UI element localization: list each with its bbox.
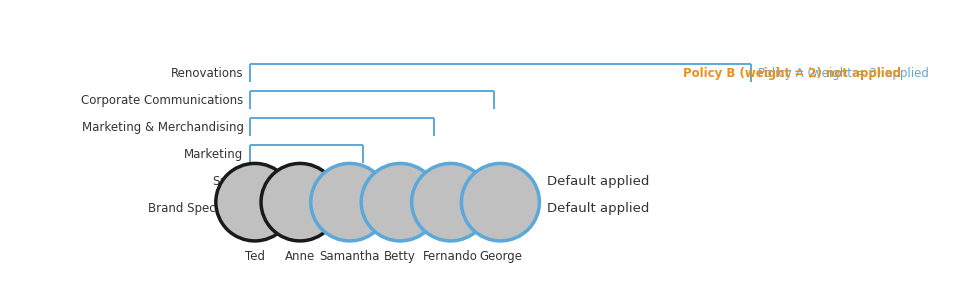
Text: Betty: Betty <box>384 250 416 263</box>
Text: Marketing & Merchandising: Marketing & Merchandising <box>82 120 244 134</box>
Text: Default applied: Default applied <box>547 174 649 188</box>
Text: George: George <box>479 250 522 263</box>
Text: Marketing: Marketing <box>185 148 244 160</box>
Text: Anne: Anne <box>285 250 315 263</box>
Text: Samantha: Samantha <box>320 250 380 263</box>
Ellipse shape <box>261 163 339 241</box>
Text: Corporate Communications: Corporate Communications <box>82 94 244 106</box>
Text: Default applied: Default applied <box>547 202 649 214</box>
Text: Policy A (weight = 3) applied: Policy A (weight = 3) applied <box>758 66 929 80</box>
Ellipse shape <box>362 163 439 241</box>
Ellipse shape <box>412 163 490 241</box>
Text: Policy B (weight = 2) not applied: Policy B (weight = 2) not applied <box>682 66 901 80</box>
Text: Brand Specialist: Brand Specialist <box>148 202 244 214</box>
Text: Ted: Ted <box>245 250 264 263</box>
Ellipse shape <box>462 163 539 241</box>
Text: Sales: Sales <box>212 174 244 188</box>
Ellipse shape <box>216 163 294 241</box>
Text: Renovations: Renovations <box>171 66 244 80</box>
Text: Fernando: Fernando <box>423 250 478 263</box>
Ellipse shape <box>311 163 389 241</box>
